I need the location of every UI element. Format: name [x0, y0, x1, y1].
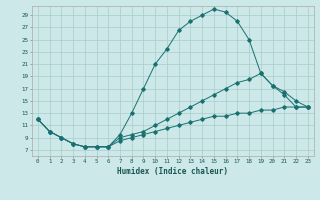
X-axis label: Humidex (Indice chaleur): Humidex (Indice chaleur) [117, 167, 228, 176]
